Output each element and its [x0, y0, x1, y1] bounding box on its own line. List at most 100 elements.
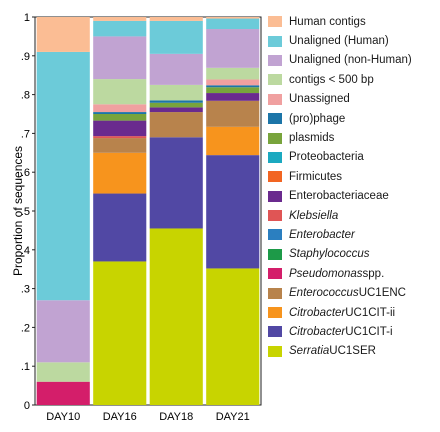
bar-segment — [93, 36, 147, 80]
legend-item: (pro)phage — [268, 109, 438, 128]
legend-swatch — [268, 326, 282, 338]
legend-label: plasmids — [289, 132, 335, 145]
legend-item: Staphylococcus — [268, 245, 438, 264]
bar-segment — [93, 120, 147, 137]
legend-item: contigs < 500 bp — [268, 70, 438, 89]
legend-swatch — [268, 307, 282, 319]
bar-segment — [149, 112, 203, 138]
bar-segment — [206, 93, 260, 101]
y-axis-title: Proportion of sequences — [11, 146, 25, 276]
x-axis: DAY10 DAY16 DAY18 DAY21 — [46, 411, 250, 423]
legend-label: Citrobacter — [289, 325, 346, 338]
legend-label-suffix: UC1CIT-ii — [345, 306, 396, 319]
bar-segment — [206, 79, 260, 86]
legend-swatch — [268, 287, 282, 299]
legend-label: Klebsiella — [289, 209, 339, 222]
x-tick-label: DAY16 — [103, 411, 137, 423]
legend-item: Pseudomonas spp. — [268, 264, 438, 283]
chart-legend: Human contigs Unaligned (Human) Unaligned … — [268, 12, 438, 361]
y-tick-label: .8 — [21, 90, 30, 102]
legend-item: Enterobacteriaceae — [268, 187, 438, 206]
legend-swatch — [268, 16, 282, 28]
x-tick-label: DAY18 — [159, 411, 193, 423]
y-tick-label: .6 — [21, 167, 30, 179]
legend-label-suffix: UC1CIT-i — [345, 325, 393, 338]
legend-item: Serratia UC1SER — [268, 342, 438, 361]
bar-stacks — [36, 17, 260, 405]
legend-swatch — [268, 210, 282, 222]
legend-swatch — [268, 248, 282, 260]
bar-segment — [206, 18, 260, 30]
y-tick-label: 1 — [24, 12, 30, 24]
legend-label-suffix: spp. — [362, 267, 385, 280]
bar-segment — [93, 17, 147, 21]
y-tick-label: .9 — [21, 51, 30, 63]
legend-label: contigs < 500 bp — [289, 73, 374, 86]
legend-item: Citrobacter UC1CIT-i — [268, 322, 438, 341]
y-tick-label: .1 — [21, 361, 30, 373]
legend-swatch — [268, 345, 282, 357]
bar-segment — [36, 17, 90, 52]
bar-segment — [36, 300, 90, 363]
bar-segment — [149, 20, 203, 54]
bar-segment — [93, 136, 147, 139]
bar-segment — [206, 87, 260, 94]
legend-swatch — [268, 190, 282, 202]
legend-swatch — [268, 171, 282, 183]
y-tick-label: .2 — [21, 322, 30, 334]
bar-segment — [36, 362, 90, 382]
bar-segment — [149, 17, 203, 21]
legend-swatch — [268, 74, 282, 86]
legend-swatch — [268, 113, 282, 125]
bar-segment — [93, 138, 147, 153]
legend-label: Enterococcus — [289, 287, 359, 300]
legend-item: Citrobacter UC1CIT-ii — [268, 303, 438, 322]
legend-label: Unassigned — [289, 93, 350, 106]
legend-label: Unaligned (Human) — [289, 35, 389, 48]
legend-item: Unaligned (non-Human) — [268, 51, 438, 70]
legend-label: Firmicutes — [289, 170, 343, 183]
legend-label: Pseudomonas — [289, 267, 363, 280]
legend-swatch — [268, 151, 282, 163]
bar-segment — [149, 137, 203, 229]
legend-label: Unaligned (non-Human) — [289, 54, 412, 67]
bar-segment — [206, 126, 260, 156]
bar-segment — [93, 152, 147, 194]
legend-swatch — [268, 268, 282, 280]
bar-segment — [93, 261, 147, 405]
bar-segment — [93, 104, 147, 113]
x-tick-label: DAY21 — [216, 411, 250, 423]
legend-item: Unaligned (Human) — [268, 31, 438, 50]
bar-segment — [206, 17, 260, 19]
legend-item: Enterobacter — [268, 225, 438, 244]
legend-label: Enterobacteriaceae — [289, 190, 389, 203]
bar-segment — [149, 53, 203, 85]
y-tick-label: .3 — [21, 284, 30, 296]
legend-item: plasmids — [268, 128, 438, 147]
bar-segment — [149, 100, 203, 103]
legend-label-suffix: UC1SER — [329, 345, 376, 358]
legend-item: Klebsiella — [268, 206, 438, 225]
legend-swatch — [268, 229, 282, 241]
bar-segment — [206, 85, 260, 88]
bar-segment — [93, 20, 147, 37]
legend-item: Enterococcus UC1ENC — [268, 283, 438, 302]
legend-label-suffix: UC1ENC — [358, 287, 406, 300]
legend-label: Enterobacter — [289, 228, 355, 241]
bar-segment — [93, 193, 147, 262]
bar-segment — [206, 100, 260, 127]
bar-segment — [36, 381, 90, 405]
legend-item: Proteobacteria — [268, 148, 438, 167]
bar-segment — [93, 79, 147, 105]
legend-swatch — [268, 132, 282, 144]
y-tick-label: .5 — [21, 206, 30, 218]
bar-segment — [149, 228, 203, 405]
legend-label: Proteobacteria — [289, 151, 364, 164]
bar-segment — [149, 107, 203, 113]
legend-label: Serratia — [289, 345, 330, 358]
y-tick-label: 0 — [24, 400, 30, 412]
legend-item: Human contigs — [268, 12, 438, 31]
y-tick-label: .7 — [21, 128, 30, 140]
bar-segment — [149, 84, 203, 101]
